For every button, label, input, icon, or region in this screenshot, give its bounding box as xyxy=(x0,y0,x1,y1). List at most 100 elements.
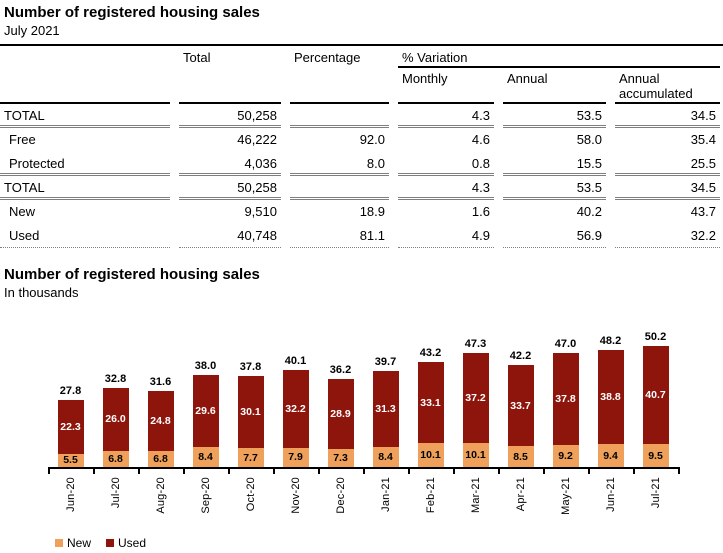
x-tick-label-jul-20: Jul-20 xyxy=(109,477,122,509)
table-subtitle: July 2021 xyxy=(4,23,60,38)
segment-new: 10.1 xyxy=(417,442,444,467)
segment-used: 22.3 xyxy=(57,399,84,454)
cell-annual-accumulated: 35.4 xyxy=(690,132,716,147)
bar-stack: 30.1 7.7 xyxy=(237,375,264,467)
cell-monthly: 4.6 xyxy=(471,132,490,147)
axis-tick xyxy=(318,469,320,474)
segment-new: 9.4 xyxy=(597,444,624,467)
table-title: Number of registered housing sales xyxy=(4,4,260,21)
cell-monthly: 4.9 xyxy=(398,224,494,248)
bar-stack: 37.2 10.1 xyxy=(462,352,489,467)
bar-total-label: 40.1 xyxy=(284,354,307,367)
cell-monthly: 4.3 xyxy=(398,104,494,128)
bar-total-label: 37.8 xyxy=(239,360,262,373)
cell-annual: 53.5 xyxy=(503,176,606,200)
bar-stack: 32.2 7.9 xyxy=(282,369,309,467)
axis-tick xyxy=(633,469,635,474)
chart-title: Number of registered housing sales xyxy=(4,266,260,283)
bar-stack: 33.7 8.5 xyxy=(507,364,534,467)
x-tick-label-nov-20: Nov-20 xyxy=(289,477,302,514)
cell-percentage: 18.9 xyxy=(359,204,385,219)
bar-stack: 26.0 6.8 xyxy=(102,387,129,467)
x-tick-label-mar-21: Mar-21 xyxy=(469,477,482,514)
x-tick-label-apr-21: Apr-21 xyxy=(514,477,527,512)
cell-annual-accumulated: 43.7 xyxy=(690,204,716,219)
cell-percentage: 92.0 xyxy=(359,132,385,147)
legend-item-new: New xyxy=(55,536,91,550)
bar-stack: 28.9 7.3 xyxy=(327,379,354,467)
segment-new: 9.5 xyxy=(642,444,669,467)
table-header-row-1: Total Percentage % Variation xyxy=(0,46,723,68)
axis-tick xyxy=(408,469,410,474)
cell-total: 50,258 xyxy=(179,104,281,128)
bar-stack: 24.8 6.8 xyxy=(147,390,174,467)
segment-used: 30.1 xyxy=(237,375,264,449)
segment-used: 38.8 xyxy=(597,350,624,445)
table-top-rule xyxy=(0,44,723,46)
segment-used: 33.1 xyxy=(417,362,444,443)
bar-total-label: 27.8 xyxy=(59,384,82,397)
axis-tick xyxy=(588,469,590,474)
row-label: Protected xyxy=(0,152,170,176)
axis-tick xyxy=(498,469,500,474)
axis-tick xyxy=(678,469,680,474)
bar-total-label: 32.8 xyxy=(104,372,127,385)
legend-label: Used xyxy=(118,536,147,550)
row-label: TOTAL xyxy=(0,104,170,128)
used-swatch-icon xyxy=(106,539,115,547)
cell-total: 46,222 xyxy=(237,132,277,147)
axis-tick xyxy=(138,469,140,474)
bar-jan-21: 39.7 31.3 8.4 xyxy=(363,325,408,467)
axis-tick xyxy=(183,469,185,474)
header-empty xyxy=(0,68,170,104)
bar-aug-20: 31.6 24.8 6.8 xyxy=(138,325,183,467)
row-label: TOTAL xyxy=(0,176,170,200)
segment-new: 8.4 xyxy=(372,446,399,467)
row-label: Used xyxy=(0,224,170,248)
cell-monthly: 0.8 xyxy=(398,152,494,176)
axis-tick xyxy=(228,469,230,474)
cell-annual: 56.9 xyxy=(503,224,606,248)
x-tick-label-feb-21: Feb-21 xyxy=(424,477,437,514)
cell-total: 40,748 xyxy=(179,224,281,248)
x-tick-label-aug-20: Aug-20 xyxy=(154,477,167,514)
bar-jun-20: 27.8 22.3 5.5 xyxy=(48,325,93,467)
segment-new: 8.5 xyxy=(507,446,534,467)
header-total: Total xyxy=(183,50,211,65)
table-row-free: Free 46,222 92.0 4.6 58.0 35.4 xyxy=(0,128,723,152)
cell-total: 50,258 xyxy=(179,176,281,200)
cell-percentage xyxy=(290,176,389,200)
header-annual-accumulated: Annual accumulated xyxy=(615,68,720,104)
axis-tick xyxy=(48,469,50,474)
cell-annual: 58.0 xyxy=(576,132,602,147)
cell-percentage: 8.0 xyxy=(290,152,389,176)
bar-total-label: 47.0 xyxy=(554,338,577,351)
bar-total-label: 42.2 xyxy=(509,349,532,362)
x-tick-label-jun-21: Jun-21 xyxy=(604,477,617,512)
x-tick-label-sep-20: Sep-20 xyxy=(199,477,212,514)
segment-used: 33.7 xyxy=(507,364,534,447)
bar-total-label: 36.2 xyxy=(329,364,352,377)
segment-new: 7.3 xyxy=(327,449,354,467)
bar-stack: 22.3 5.5 xyxy=(57,399,84,467)
segment-used: 40.7 xyxy=(642,345,669,445)
x-tick-label-oct-20: Oct-20 xyxy=(244,477,257,512)
table-row-new: New 9,510 18.9 1.6 40.2 43.7 xyxy=(0,200,723,224)
bar-stack: 33.1 10.1 xyxy=(417,362,444,467)
x-axis-labels: Jun-20 Jul-20 Aug-20 Sep-20 Oct-20 Nov-20 Dec-… xyxy=(48,473,678,527)
axis-tick xyxy=(453,469,455,474)
bar-total-label: 31.6 xyxy=(149,375,172,388)
bar-jun-21: 48.2 38.8 9.4 xyxy=(588,325,633,467)
segment-used: 26.0 xyxy=(102,387,129,451)
cell-annual: 40.2 xyxy=(576,204,602,219)
segment-new: 5.5 xyxy=(57,453,84,467)
table-row-total-2: TOTAL 50,258 4.3 53.5 34.5 xyxy=(0,176,723,200)
segment-new: 7.7 xyxy=(237,448,264,467)
segment-new: 9.2 xyxy=(552,444,579,467)
x-tick-label-jan-21: Jan-21 xyxy=(379,477,392,512)
cell-total: 4,036 xyxy=(179,152,281,176)
segment-new: 8.4 xyxy=(192,446,219,467)
bar-may-21: 47.0 37.8 9.2 xyxy=(543,325,588,467)
cell-monthly: 1.6 xyxy=(471,204,490,219)
